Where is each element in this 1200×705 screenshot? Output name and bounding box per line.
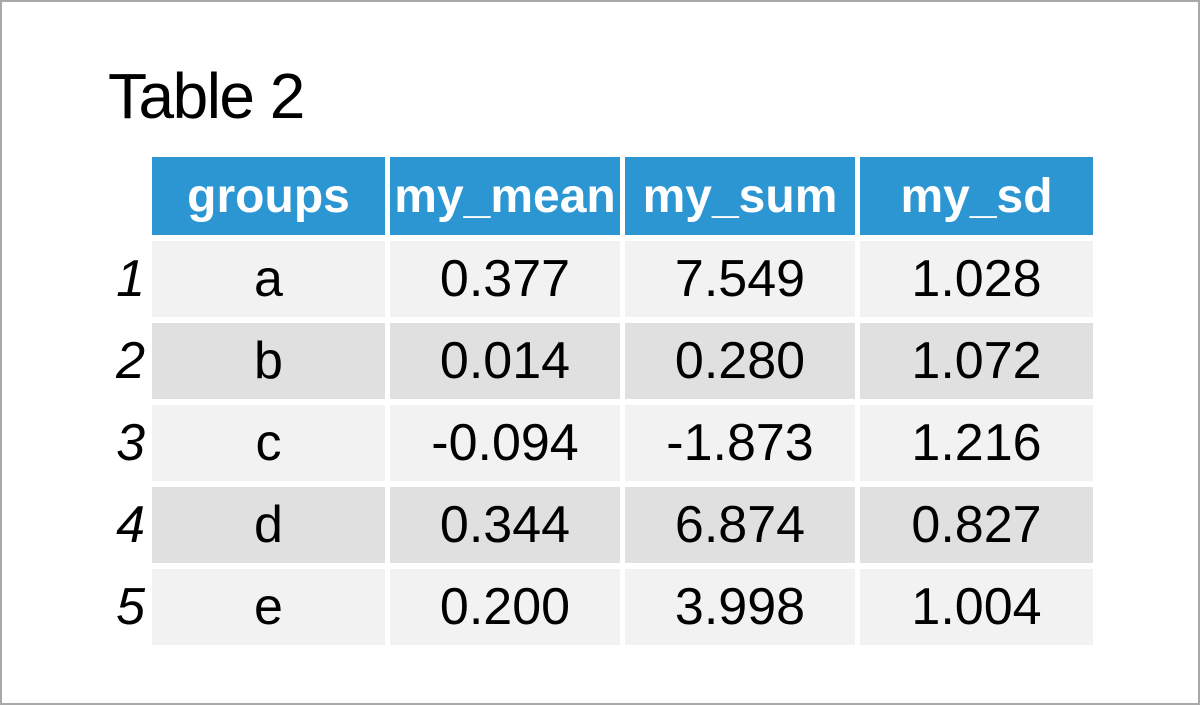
- header-row: groups my_mean my_sum my_sd: [112, 157, 1093, 235]
- data-table: groups my_mean my_sum my_sd 1 a 0.377 7.…: [107, 151, 1098, 651]
- row-number: 5: [116, 578, 145, 636]
- column-header-groups: groups: [152, 157, 385, 235]
- cell-groups: b: [152, 323, 385, 399]
- cell-my-mean: -0.094: [390, 405, 620, 481]
- column-header-my-sd: my_sd: [860, 157, 1093, 235]
- cell-my-sd: 1.028: [860, 241, 1093, 317]
- cell-my-sum: -1.873: [625, 405, 855, 481]
- cell-groups: a: [152, 241, 385, 317]
- cell-my-sd: 1.004: [860, 569, 1093, 645]
- cell-groups: e: [152, 569, 385, 645]
- row-number: 2: [116, 332, 145, 390]
- cell-my-sd: 0.827: [860, 487, 1093, 563]
- row-number: 1: [116, 250, 145, 308]
- cell-groups: c: [152, 405, 385, 481]
- cell-my-sum: 7.549: [625, 241, 855, 317]
- cell-my-sd: 1.072: [860, 323, 1093, 399]
- cell-my-mean: 0.200: [390, 569, 620, 645]
- cell-my-mean: 0.344: [390, 487, 620, 563]
- cell-groups: d: [152, 487, 385, 563]
- row-number: 4: [116, 496, 145, 554]
- corner-header-cell: [112, 157, 147, 235]
- cell-my-mean: 0.014: [390, 323, 620, 399]
- column-header-my-mean: my_mean: [390, 157, 620, 235]
- cell-my-sum: 3.998: [625, 569, 855, 645]
- table-row: 1 a 0.377 7.549 1.028: [112, 241, 1093, 317]
- table-row: 3 c -0.094 -1.873 1.216: [112, 405, 1093, 481]
- cell-my-mean: 0.377: [390, 241, 620, 317]
- table-row: 2 b 0.014 0.280 1.072: [112, 323, 1093, 399]
- cell-my-sd: 1.216: [860, 405, 1093, 481]
- page-title: Table 2: [108, 60, 305, 132]
- row-number: 3: [116, 414, 145, 472]
- column-header-my-sum: my_sum: [625, 157, 855, 235]
- table-row: 4 d 0.344 6.874 0.827: [112, 487, 1093, 563]
- table-row: 5 e 0.200 3.998 1.004: [112, 569, 1093, 645]
- cell-my-sum: 6.874: [625, 487, 855, 563]
- cell-my-sum: 0.280: [625, 323, 855, 399]
